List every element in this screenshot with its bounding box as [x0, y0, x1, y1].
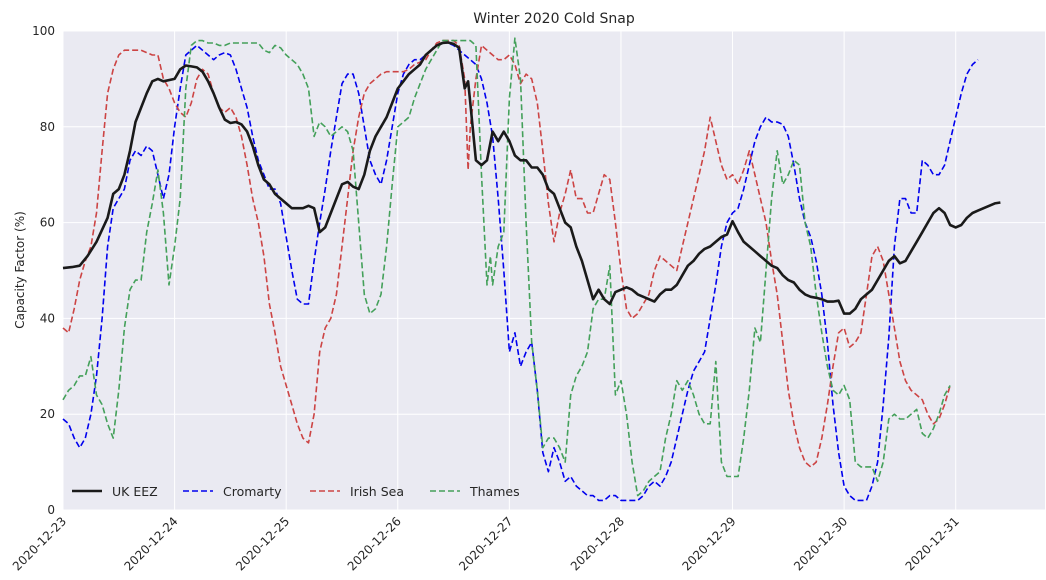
x-tick-label: 2020-12-29 — [679, 514, 738, 573]
y-tick-label: 20 — [40, 407, 55, 421]
x-tick-label: 2020-12-24 — [121, 514, 180, 573]
y-tick-label: 60 — [40, 216, 55, 230]
legend-label: Cromarty — [223, 484, 282, 499]
series-line-thames — [62, 37, 951, 497]
legend: UK EEZ Cromarty Irish Sea Thames — [72, 484, 520, 499]
grid-lines — [62, 30, 1045, 511]
y-tick-label: 0 — [47, 503, 55, 517]
x-tick-label: 2020-12-30 — [791, 514, 850, 573]
y-tick-label: 80 — [40, 120, 55, 134]
legend-label: UK EEZ — [112, 484, 158, 499]
legend-label: Irish Sea — [350, 484, 404, 499]
x-tick-label: 2020-12-26 — [345, 514, 404, 573]
x-tick-labels: 2020-12-23 2020-12-24 2020-12-25 2020-12-26… — [10, 514, 962, 573]
x-tick-label: 2020-12-25 — [233, 514, 292, 573]
series-line-cromarty — [62, 42, 979, 502]
x-tick-label: 2020-12-31 — [903, 514, 962, 573]
chart-title: Winter 2020 Cold Snap — [473, 11, 635, 27]
series-layer — [62, 37, 1001, 502]
series-line-uk-eez — [62, 41, 1001, 315]
legend-label: Thames — [469, 484, 520, 499]
x-tick-label: 2020-12-28 — [568, 514, 627, 573]
x-tick-label: 2020-12-23 — [10, 514, 69, 573]
y-tick-labels: 0 20 40 60 80 100 — [32, 24, 55, 517]
x-tick-label: 2020-12-27 — [456, 514, 515, 573]
y-axis-label: Capacity Factor (%) — [13, 211, 27, 329]
y-tick-label: 100 — [32, 24, 55, 38]
y-tick-label: 40 — [40, 311, 55, 325]
